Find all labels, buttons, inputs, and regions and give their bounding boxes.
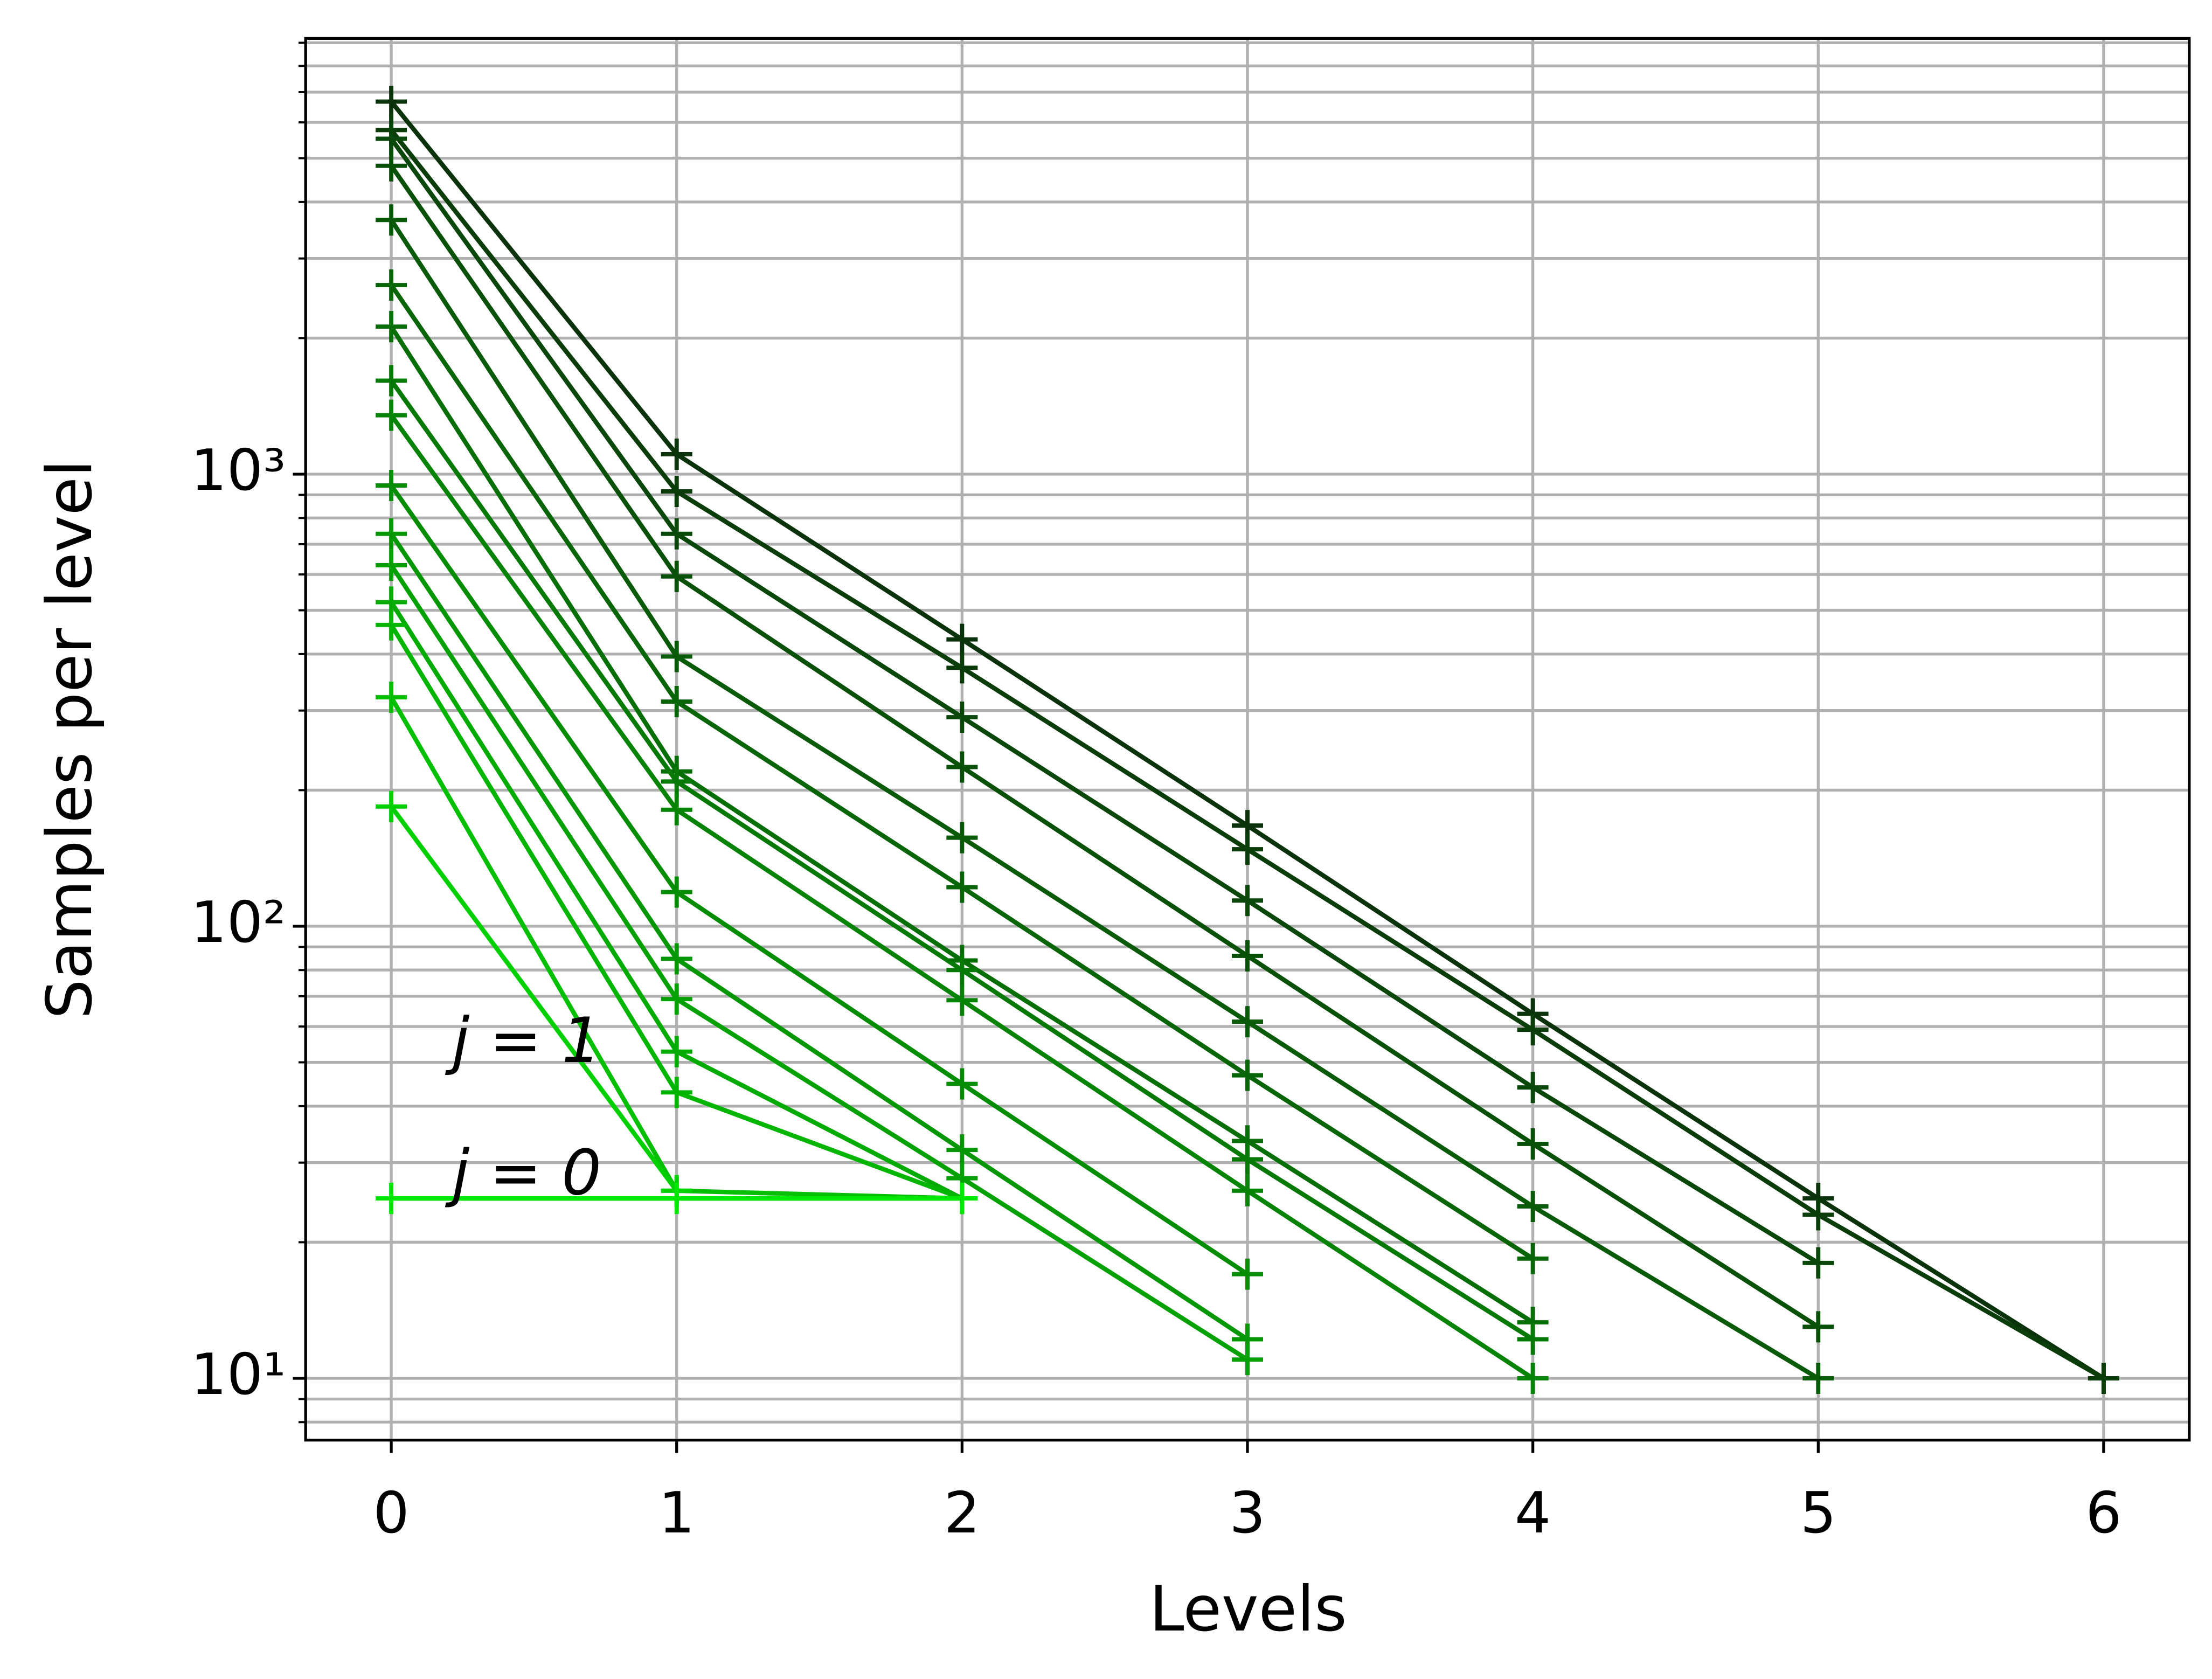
marker (376, 399, 407, 431)
y-tick-label: 10² (191, 889, 286, 955)
marker (376, 469, 407, 502)
marker (1517, 1014, 1549, 1046)
x-tick-label: 1 (658, 1480, 695, 1546)
x-axis-label: Levels (1149, 1573, 1347, 1646)
marker (661, 794, 692, 825)
y-axis-label: Samples per level (33, 460, 106, 1019)
marker (1231, 940, 1264, 972)
marker (946, 984, 978, 1016)
marker (661, 560, 692, 592)
marker (1231, 1258, 1264, 1290)
marker (661, 1077, 692, 1108)
annotation: j = 1 (445, 1004, 601, 1077)
marker (1231, 1175, 1264, 1206)
marker (1517, 1323, 1549, 1355)
marker (376, 86, 407, 117)
marker (661, 438, 692, 470)
marker (1802, 1199, 1834, 1231)
marker (376, 365, 407, 397)
marker (2088, 1362, 2119, 1394)
marker (376, 311, 407, 343)
marker (376, 204, 407, 236)
marker (661, 766, 692, 797)
marker (946, 702, 978, 733)
marker (1231, 834, 1264, 865)
series-line (389, 164, 1820, 1329)
marker (376, 682, 407, 713)
marker (1517, 1072, 1549, 1104)
series-line (389, 564, 1249, 1362)
marker (661, 686, 692, 718)
marker (376, 1183, 407, 1215)
plot-frame (304, 37, 2191, 1442)
marker (1231, 1344, 1264, 1376)
series-line (389, 805, 679, 1192)
x-tick-label: 5 (1800, 1480, 1836, 1546)
x-tick-label: 3 (1229, 1480, 1265, 1546)
marker (946, 822, 978, 854)
marker (1802, 1247, 1834, 1279)
marker (1231, 885, 1264, 917)
marker (376, 790, 407, 822)
y-tick-label: 10¹ (191, 1341, 286, 1407)
marker (661, 518, 692, 550)
marker (1517, 1362, 1549, 1394)
series-line (389, 137, 1820, 1265)
marker (1231, 1143, 1264, 1175)
marker (661, 876, 692, 908)
marker (376, 123, 407, 155)
x-tick-label: 6 (2085, 1480, 2121, 1546)
marker (376, 518, 407, 550)
series-line (389, 484, 1249, 1276)
series-line (389, 532, 1249, 1342)
marker (946, 871, 978, 903)
marker (661, 1183, 692, 1215)
marker (1517, 1190, 1549, 1222)
marker (661, 983, 692, 1015)
marker (1231, 1059, 1264, 1091)
marker (1802, 1362, 1834, 1394)
marker (946, 751, 978, 783)
marker (661, 943, 692, 975)
annotation: j = 0 (445, 1136, 601, 1209)
marker (376, 609, 407, 641)
marker (1802, 1311, 1834, 1343)
marker (661, 641, 692, 672)
y-tick-label: 10³ (191, 437, 286, 503)
marker (946, 652, 978, 684)
marker (661, 475, 692, 507)
marker (1517, 1243, 1549, 1274)
marker (946, 1183, 978, 1215)
marker (661, 1036, 692, 1067)
series-line (389, 218, 1820, 1380)
marker (1231, 1006, 1264, 1038)
x-tick-label: 0 (373, 1480, 410, 1546)
marker (376, 269, 407, 301)
marker (376, 549, 407, 581)
marker (946, 954, 978, 986)
x-tick-label: 2 (944, 1480, 980, 1546)
marker (946, 1068, 978, 1100)
marker (946, 1134, 978, 1166)
marker (1517, 1128, 1549, 1160)
x-tick-label: 4 (1515, 1480, 1551, 1546)
marker (946, 623, 978, 655)
marker (376, 150, 407, 182)
